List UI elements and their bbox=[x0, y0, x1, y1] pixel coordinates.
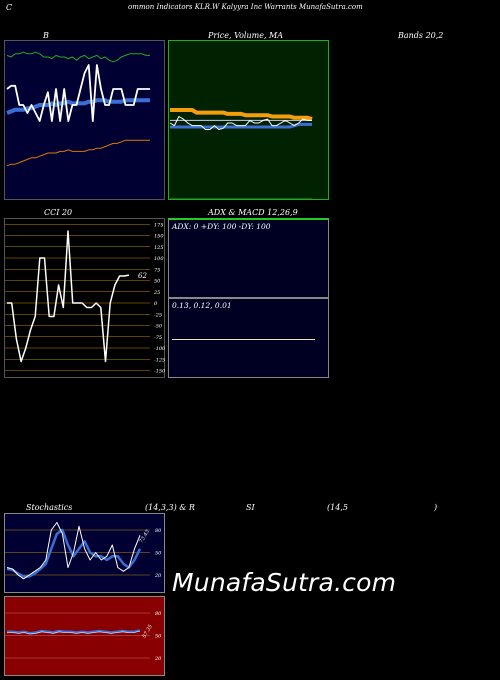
watermark: MunafaSutra.com bbox=[172, 568, 397, 597]
bollinger-upper-line bbox=[6, 51, 150, 63]
bollinger-price-line bbox=[6, 64, 150, 122]
rsi-last-label: 57.35 bbox=[142, 624, 154, 639]
stoch-panel: 80 50 20 73.43 bbox=[4, 513, 165, 593]
stoch-tick-label: 80 bbox=[155, 528, 162, 534]
macd-line bbox=[172, 339, 315, 340]
rsi-line bbox=[7, 629, 141, 635]
rsi-title-c: ) bbox=[434, 503, 438, 512]
rsi-tick-label: 20 bbox=[154, 656, 162, 662]
bands-title: Bands 20,2 bbox=[398, 31, 444, 40]
cci-tick-label: 75 bbox=[154, 267, 160, 273]
cci-tick-label: 50 bbox=[154, 279, 161, 285]
adx-panel: ADX: 0 +DY: 100 -DY: 100 bbox=[168, 218, 329, 298]
adx-values: ADX: 0 +DY: 100 -DY: 100 bbox=[172, 222, 271, 231]
cci-tick-label: 150 bbox=[154, 234, 164, 240]
cci-tick-label: -75 bbox=[154, 335, 162, 341]
cci-tick-label: 125 bbox=[154, 245, 164, 251]
header-title: ommon Indicators KLR.W Kalyyra Inc Warra… bbox=[128, 3, 363, 11]
cci-tick-label: -50 bbox=[154, 324, 163, 330]
rsi-tick-label: 50 bbox=[155, 634, 162, 640]
stoch-last-label: 73.43 bbox=[139, 529, 151, 544]
rsi-title-b: (14,5 bbox=[327, 503, 348, 512]
price-chart bbox=[169, 108, 313, 200]
macd-values: 0.13, 0.12, 0.01 bbox=[172, 301, 232, 310]
rsi-panel: 80 50 20 57.35 bbox=[4, 596, 165, 676]
stoch-title-b: (14,3,3) & R bbox=[145, 503, 195, 512]
cci-panel: 175 150 125 100 75 50 25 0 -25 -50 -75 -100 -125 -150… bbox=[4, 218, 166, 378]
adx-macd-title: ADX & MACD 12,26,9 bbox=[208, 208, 298, 217]
bollinger-title: B bbox=[43, 31, 49, 40]
rsi-tick-label: 80 bbox=[155, 611, 162, 617]
bollinger-chart bbox=[6, 51, 150, 167]
price-title: Price, Volume, MA bbox=[208, 31, 284, 40]
stoch-tick-label: 50 bbox=[155, 551, 162, 557]
cci-tick-label: 0 bbox=[154, 301, 158, 307]
cci-tick-label: -125 bbox=[154, 357, 165, 363]
rsi-title-a: SI bbox=[246, 503, 255, 512]
header-c-letter: C bbox=[6, 3, 13, 12]
stoch-title-a: Stochastics bbox=[26, 503, 73, 512]
rsi-chart: 80 50 20 57.35 bbox=[5, 611, 162, 662]
price-ma-blue-line bbox=[170, 122, 312, 129]
cci-tick-label: 175 bbox=[154, 222, 164, 228]
cci-tick-label: -25 bbox=[154, 312, 162, 318]
cci-tick-label: 100 bbox=[154, 256, 164, 262]
price-panel bbox=[168, 40, 329, 200]
macd-panel: 0.13, 0.12, 0.01 bbox=[168, 298, 329, 378]
rsi-thin-line bbox=[7, 630, 141, 635]
cci-line bbox=[7, 230, 130, 363]
cci-title: CCI 20 bbox=[44, 208, 73, 217]
cci-last-label: 62 bbox=[138, 272, 147, 280]
price-line bbox=[169, 116, 312, 130]
stoch-k-line bbox=[6, 522, 141, 580]
cci-tick-label: -100 bbox=[154, 346, 166, 352]
bollinger-lower-line bbox=[6, 139, 150, 167]
stochastics-chart: 80 50 20 73.43 bbox=[5, 522, 162, 580]
cci-chart: 175 150 125 100 75 50 25 0 -25 -50 -75 -100 -125 -150… bbox=[5, 222, 166, 375]
stoch-tick-label: 20 bbox=[154, 573, 162, 579]
price-ma-orange-line bbox=[170, 108, 313, 122]
stoch-d-line bbox=[6, 528, 142, 578]
cci-tick-label: 25 bbox=[153, 290, 160, 296]
cci-tick-label: -150 bbox=[154, 369, 166, 375]
bollinger-panel bbox=[4, 40, 165, 200]
